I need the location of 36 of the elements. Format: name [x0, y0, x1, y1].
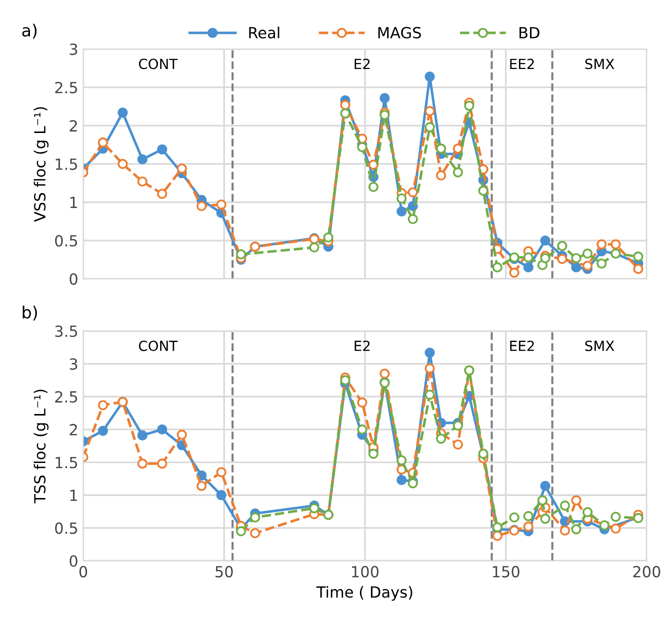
y-tick-label: 3: [70, 44, 78, 56]
chart-title: a): [22, 24, 37, 39]
y-tick-label: 1: [70, 196, 77, 208]
y-tick-label: 0.5: [55, 522, 78, 534]
y-tick-label: 2: [70, 424, 77, 436]
y-tick-label: 3.5: [55, 325, 78, 338]
legend-label: BD: [520, 27, 540, 38]
annotation: EE2: [510, 340, 534, 351]
y-tick-label: 1: [70, 490, 77, 501]
y-tick-label: 1.5: [56, 158, 78, 170]
annotation: E2: [354, 58, 370, 69]
x-tick-label: 100: [352, 566, 379, 578]
legend-label: MAGS: [378, 26, 421, 38]
x-axis-title: Time ( Days): [316, 586, 412, 601]
y-tick-label: 0: [70, 555, 78, 567]
x-tick-label: 50: [216, 566, 233, 578]
y-tick-label: 0: [70, 273, 78, 285]
y-tick-label: 0.5: [55, 235, 78, 247]
annotation: EE2: [510, 58, 534, 69]
y-tick-label: 2.5: [55, 82, 78, 94]
annotation: CONT: [138, 58, 178, 70]
annotation: SMX: [585, 58, 614, 70]
y-axis-title: VSS floc (g L⁻¹): [34, 107, 49, 222]
x-tick-label: 0: [79, 566, 88, 578]
legend-label: Real: [249, 26, 280, 38]
annotation: SMX: [585, 340, 614, 352]
x-tick-label: 150: [492, 566, 520, 578]
chart-title: b): [22, 306, 37, 321]
annotation: E2: [354, 340, 370, 351]
annotation: CONT: [138, 340, 178, 352]
y-tick-label: 2.5: [55, 391, 78, 403]
y-tick-label: 3: [70, 358, 78, 370]
y-axis-title: TSS floc (g L⁻¹): [34, 390, 49, 504]
y-tick-label: 1.5: [56, 456, 78, 468]
y-tick-label: 2: [70, 120, 77, 132]
x-tick-label: 200: [633, 566, 660, 578]
